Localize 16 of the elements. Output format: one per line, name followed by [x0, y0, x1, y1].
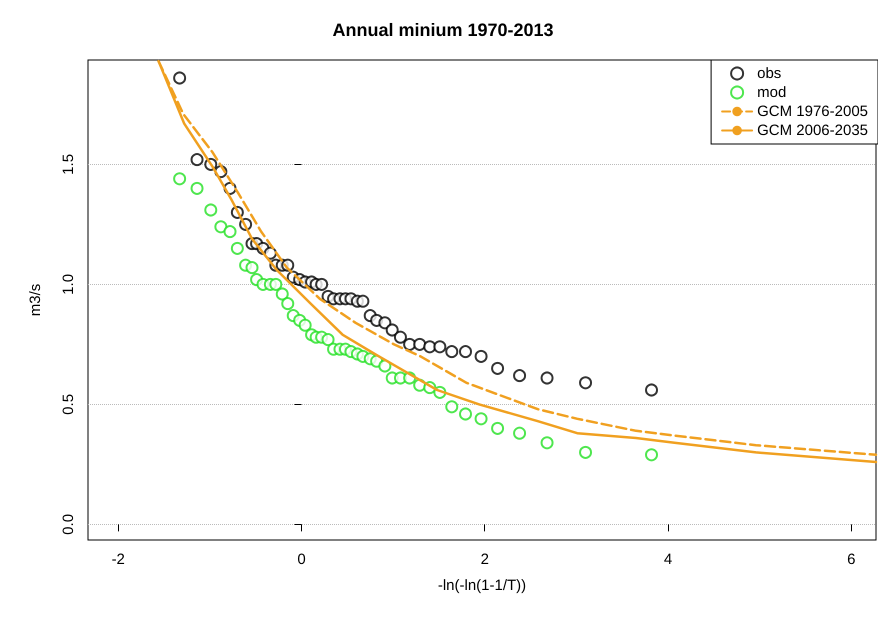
x-tick-label: 6 [847, 551, 856, 568]
y-tick-label: 0.5 [60, 394, 77, 415]
x-tick-label: 2 [480, 551, 489, 568]
x-tick-label: -2 [112, 551, 125, 568]
legend-label: mod [757, 84, 786, 101]
x-tick-label: 4 [664, 551, 672, 568]
y-axis-title: m3/s [27, 284, 44, 316]
x-axis-title: -ln(-ln(1-1/T)) [438, 577, 526, 594]
chart-title: Annual minium 1970-2013 [332, 20, 554, 40]
legend-label: obs [757, 65, 782, 82]
legend-label: GCM 1976-2005 [757, 103, 868, 120]
legend-label: GCM 2006-2035 [757, 122, 868, 139]
x-tick-label: 0 [297, 551, 306, 568]
y-tick-label: 1.0 [60, 274, 77, 295]
y-tick-label: 0.0 [60, 514, 77, 535]
y-tick-label: 1.5 [60, 154, 77, 175]
